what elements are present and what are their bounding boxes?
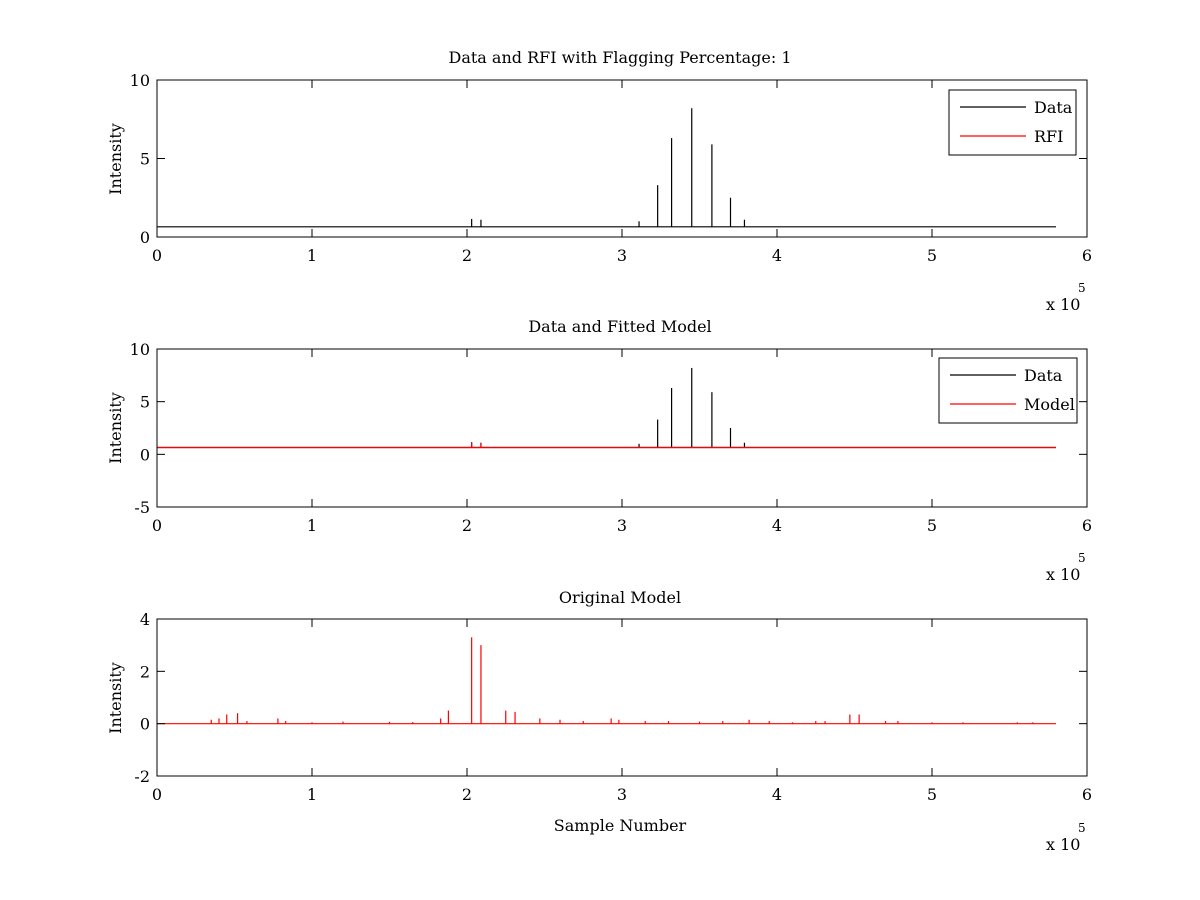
- panel-original-title: Original Model: [559, 588, 681, 607]
- model-legend: Data Model: [938, 357, 1078, 424]
- model-x-tick-label: 2: [462, 516, 472, 535]
- rfi-x-tick-label: 1: [307, 246, 317, 265]
- rfi-legend-label: RFI: [1034, 127, 1063, 146]
- panel-rfi-multiplier: x 10 5: [1046, 281, 1086, 314]
- rfi-y-tick-label: 0: [140, 228, 150, 247]
- panel-model-title: Data and Fitted Model: [528, 317, 711, 336]
- original-y-tick-label: 2: [140, 662, 150, 681]
- original-y-tick-label: 4: [140, 610, 150, 629]
- panel-rfi-multiplier-base: x 10: [1046, 295, 1080, 314]
- model-plot-area: [157, 349, 1087, 507]
- panel-model: Data and Fitted Model Intensity x 10 5 0…: [106, 317, 1092, 584]
- rfi-legend: Data RFI: [948, 89, 1077, 156]
- panel-model-multiplier-base: x 10: [1046, 565, 1080, 584]
- original-x-tick-label: 2: [462, 785, 472, 804]
- model-legend-label: Data: [1024, 366, 1063, 385]
- panel-original-multiplier: x 10 5: [1046, 821, 1086, 854]
- model-y-tick-label: 0: [140, 445, 150, 464]
- rfi-plot-area: [157, 80, 1087, 237]
- model-x-tick-label: 4: [772, 516, 782, 535]
- rfi-x-tick-label: 2: [462, 246, 472, 265]
- model-series-layer: [157, 367, 1056, 449]
- model-y-tick-label: -5: [134, 498, 150, 517]
- model-y-tick-label: 5: [140, 393, 150, 412]
- original-plot-area: [157, 619, 1087, 776]
- model-x-tick-label: 3: [617, 516, 627, 535]
- rfi-y-tick-label: 5: [140, 150, 150, 169]
- panel-original: Original Model Intensity Sample Number x…: [106, 588, 1092, 854]
- model-y-tick-label: 10: [130, 340, 150, 359]
- panel-original-ylabel: Intensity: [106, 662, 125, 734]
- panel-rfi: Data and RFI with Flagging Percentage: 1…: [106, 48, 1092, 314]
- original-x-tick-label: 6: [1082, 785, 1092, 804]
- panel-rfi-ylabel: Intensity: [106, 123, 125, 195]
- rfi-x-tick-label: 3: [617, 246, 627, 265]
- rfi-x-tick-label: 4: [772, 246, 782, 265]
- original-series-model: [157, 637, 1056, 725]
- panel-original-multiplier-base: x 10: [1046, 835, 1080, 854]
- model-legend-label: Model: [1024, 395, 1075, 414]
- panel-original-multiplier-exponent: 5: [1078, 821, 1086, 835]
- panel-model-ylabel: Intensity: [106, 392, 125, 464]
- model-x-tick-label: 0: [152, 516, 162, 535]
- panel-rfi-title: Data and RFI with Flagging Percentage: 1: [448, 48, 791, 67]
- model-x-tick-label: 5: [927, 516, 937, 535]
- original-x-tick-label: 5: [927, 785, 937, 804]
- panel-model-multiplier: x 10 5: [1046, 551, 1086, 584]
- rfi-y-tick-label: 10: [130, 71, 150, 90]
- rfi-x-tick-label: 6: [1082, 246, 1092, 265]
- model-legend-box: [938, 357, 1078, 424]
- rfi-series-data: [157, 108, 1056, 228]
- model-x-tick-label: 1: [307, 516, 317, 535]
- model-x-tick-label: 6: [1082, 516, 1092, 535]
- model-series-model: [157, 442, 1056, 449]
- original-y-tick-label: 0: [140, 715, 150, 734]
- rfi-x-tick-label: 0: [152, 246, 162, 265]
- rfi-x-tick-label: 5: [927, 246, 937, 265]
- panel-original-xlabel: Sample Number: [554, 816, 687, 835]
- panel-rfi-multiplier-exponent: 5: [1078, 281, 1086, 295]
- rfi-legend-box: [948, 89, 1077, 156]
- original-x-tick-label: 1: [307, 785, 317, 804]
- original-series-layer: [157, 637, 1056, 725]
- original-y-tick-label: -2: [134, 767, 150, 786]
- original-x-tick-label: 0: [152, 785, 162, 804]
- rfi-series-layer: [157, 108, 1056, 228]
- original-x-tick-label: 3: [617, 785, 627, 804]
- panel-model-multiplier-exponent: 5: [1078, 551, 1086, 565]
- rfi-legend-label: Data: [1034, 98, 1073, 117]
- original-x-tick-label: 4: [772, 785, 782, 804]
